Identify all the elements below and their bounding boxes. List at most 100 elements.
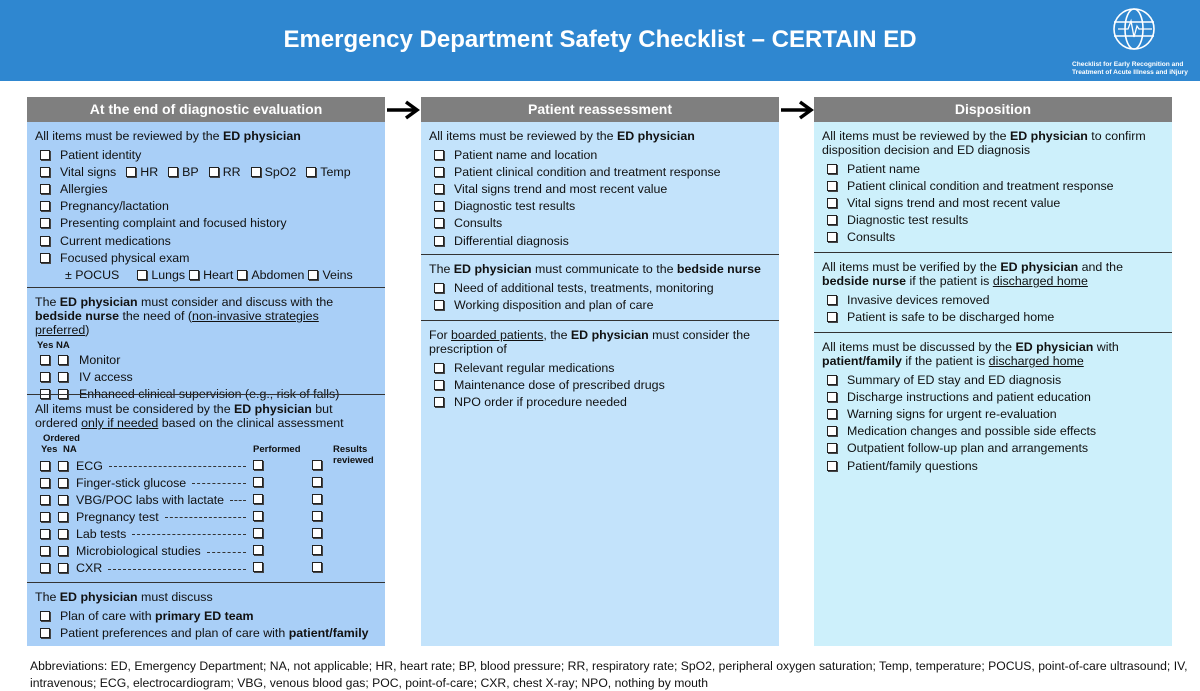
checkbox[interactable] [253, 459, 263, 470]
text: Relevant regular medications [454, 360, 615, 375]
checkbox[interactable] [253, 493, 263, 504]
checklist-item: Monitor [35, 351, 375, 368]
checkbox[interactable] [434, 282, 444, 293]
sub-check-hr[interactable]: HR [126, 165, 158, 179]
checkbox[interactable] [40, 494, 50, 505]
checkbox[interactable] [434, 362, 444, 373]
checkbox[interactable] [312, 562, 322, 573]
checkbox[interactable] [434, 218, 444, 229]
checkbox[interactable] [58, 511, 68, 522]
checkbox[interactable] [40, 354, 50, 365]
checkbox[interactable] [250, 166, 261, 177]
sub-check-heart[interactable]: Heart [189, 268, 233, 282]
checkbox[interactable] [40, 201, 50, 212]
checkbox[interactable] [58, 477, 68, 488]
sub-check-temp[interactable]: Temp [306, 165, 351, 179]
checkbox[interactable] [208, 166, 219, 177]
checkbox[interactable] [827, 374, 837, 385]
checkbox[interactable] [58, 546, 68, 557]
checkbox[interactable] [40, 511, 50, 522]
checkbox[interactable] [58, 371, 68, 382]
checkbox[interactable] [40, 149, 50, 160]
sub-check-lungs[interactable]: Lungs [137, 268, 185, 282]
checkbox[interactable] [312, 510, 322, 521]
text: must consider and discuss with the [137, 295, 334, 309]
checklist-item: Diagnostic test results [822, 212, 1162, 229]
checkbox[interactable] [827, 408, 837, 419]
checkbox[interactable] [434, 183, 444, 194]
checkbox[interactable] [827, 443, 837, 454]
sub-label: Heart [203, 267, 234, 282]
checkbox[interactable] [827, 294, 837, 305]
checkbox[interactable] [40, 166, 50, 177]
checkbox[interactable] [253, 476, 263, 487]
checkbox[interactable] [58, 388, 68, 399]
checkbox[interactable] [253, 545, 263, 556]
item-label: Patient name [847, 162, 920, 176]
item-label: Patient clinical condition and treatment… [454, 165, 721, 179]
lab-column-label: NA [63, 444, 77, 455]
checkbox[interactable] [40, 477, 50, 488]
checklist-item: Patient name and location [429, 146, 769, 163]
checkbox[interactable] [306, 166, 317, 177]
checkbox[interactable] [434, 201, 444, 212]
checkbox[interactable] [827, 391, 837, 402]
checkbox[interactable] [434, 235, 444, 246]
checkbox[interactable] [827, 197, 837, 208]
checkbox[interactable] [312, 527, 322, 538]
checkbox[interactable] [434, 299, 444, 310]
checkbox[interactable] [58, 528, 68, 539]
checkbox[interactable] [308, 269, 319, 280]
checkbox[interactable] [253, 527, 263, 538]
performed-cell [250, 544, 312, 558]
sub-check-veins[interactable]: Veins [308, 268, 353, 282]
checkbox[interactable] [253, 562, 263, 573]
checkbox[interactable] [40, 460, 50, 471]
checkbox[interactable] [40, 183, 50, 194]
sub-check-rr[interactable]: RR [208, 165, 241, 179]
lab-row: CXR [35, 560, 375, 577]
checkbox[interactable] [827, 311, 837, 322]
sub-check-bp[interactable]: BP [168, 165, 199, 179]
checkbox[interactable] [827, 215, 837, 226]
sub-check-abdomen[interactable]: Abdomen [237, 268, 304, 282]
checkbox[interactable] [827, 232, 837, 243]
item-label: Current medications [60, 234, 171, 248]
checkbox[interactable] [40, 371, 50, 382]
checkbox[interactable] [40, 388, 50, 399]
checkbox[interactable] [40, 546, 50, 557]
checkbox[interactable] [40, 218, 50, 229]
checkbox[interactable] [312, 545, 322, 556]
item-label: Patient preferences and plan of care wit… [60, 626, 369, 640]
checkbox[interactable] [126, 166, 137, 177]
sub-check-spo2[interactable]: SpO2 [250, 165, 296, 179]
checkbox[interactable] [237, 269, 248, 280]
checkbox[interactable] [434, 396, 444, 407]
checkbox[interactable] [434, 166, 444, 177]
checkbox[interactable] [58, 460, 68, 471]
checkbox[interactable] [168, 166, 179, 177]
checkbox[interactable] [40, 610, 50, 621]
checkbox[interactable] [40, 627, 50, 638]
checkbox[interactable] [137, 269, 148, 280]
checkbox[interactable] [40, 252, 50, 263]
checkbox[interactable] [58, 563, 68, 574]
checkbox[interactable] [312, 476, 322, 487]
checkbox[interactable] [253, 510, 263, 521]
checkbox[interactable] [312, 493, 322, 504]
checkbox[interactable] [40, 563, 50, 574]
checkbox[interactable] [40, 235, 50, 246]
checkbox[interactable] [189, 269, 200, 280]
checkbox[interactable] [827, 426, 837, 437]
checkbox[interactable] [58, 494, 68, 505]
checkbox[interactable] [434, 149, 444, 160]
lab-table-header: Ordered Yes NA Performed Results reviewed [35, 433, 375, 466]
checkbox[interactable] [827, 163, 837, 174]
checkbox[interactable] [827, 460, 837, 471]
checkbox[interactable] [827, 180, 837, 191]
checkbox[interactable] [58, 354, 68, 365]
checkbox[interactable] [312, 459, 322, 470]
checkbox[interactable] [434, 379, 444, 390]
item-label: Patient name and location [454, 148, 597, 162]
checkbox[interactable] [40, 528, 50, 539]
